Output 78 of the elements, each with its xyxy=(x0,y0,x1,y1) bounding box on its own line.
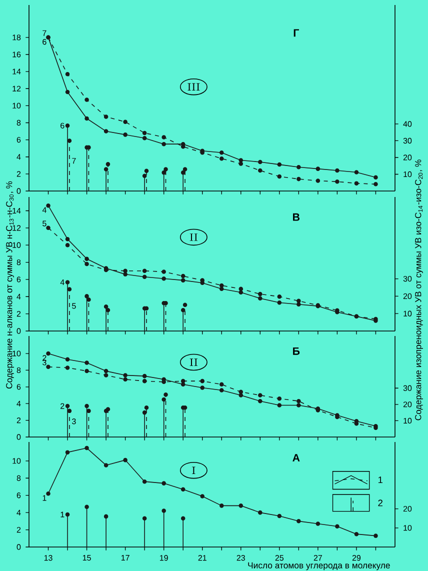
y2-tick-label: 30 xyxy=(403,276,412,282)
y-tick-label: 18 xyxy=(12,34,21,40)
y-tick-label: 2 xyxy=(16,526,21,533)
y-tick-label: 0 xyxy=(16,544,21,550)
y-tick-label: 6 xyxy=(16,136,21,143)
annotation: В xyxy=(293,213,300,221)
y2-tick-label: 20 xyxy=(403,293,412,300)
y-tick-label: 10 xyxy=(12,458,21,464)
y-tick-label: 8 xyxy=(16,120,21,126)
y-tick-label: 6 xyxy=(16,276,21,282)
y2-tick-label: 30 xyxy=(403,385,412,391)
y-tick-label: 6 xyxy=(16,384,21,390)
series-label: 5 xyxy=(72,303,76,309)
y2-tick-label: 10 xyxy=(404,418,412,424)
y-tick-label: 4 xyxy=(16,294,21,300)
y-tick-label: 8 xyxy=(16,367,21,374)
y-tick-label: 10 xyxy=(12,102,21,109)
annotation: Б xyxy=(293,347,300,355)
y-tick-label: 12 xyxy=(12,86,21,92)
y-tick-label: 4 xyxy=(16,510,21,516)
y-tick-label: 14 xyxy=(12,68,21,74)
annotation: II xyxy=(190,358,198,366)
y-tick-label: 12 xyxy=(12,225,21,231)
y2-tick-label: 20 xyxy=(403,402,412,408)
annotation: II xyxy=(190,234,198,241)
y-tick-label: 0 xyxy=(16,434,21,440)
series-label: 6 xyxy=(60,122,64,128)
series-label: 2 xyxy=(42,355,46,361)
y-tick-label: 2 xyxy=(16,418,21,424)
y-tick-label: 2 xyxy=(16,171,21,177)
x-tick-label: 29 xyxy=(352,555,361,561)
annotation: 1 xyxy=(378,476,382,484)
y-tick-label: 14 xyxy=(12,208,21,214)
y-tick-label: 10 xyxy=(12,242,21,248)
y2-tick-label: 10 xyxy=(404,171,412,178)
series-label: 3 xyxy=(42,360,46,366)
y2-tick-label: 30 xyxy=(403,138,412,144)
x-tick-label: 25 xyxy=(275,555,284,561)
series-label: 2 xyxy=(60,403,64,409)
y2-tick-label: 20 xyxy=(403,154,412,160)
series-label: 1 xyxy=(60,512,64,518)
series-label: 1 xyxy=(42,495,46,501)
series-label: 6 xyxy=(42,39,46,45)
y-tick-label: 0 xyxy=(16,188,21,194)
y-tick-label: 4 xyxy=(16,400,21,406)
x-tick-label: 21 xyxy=(198,555,206,561)
series-label: 5 xyxy=(42,220,46,226)
y2-tick-label: 20 xyxy=(403,506,412,512)
annotation: I xyxy=(192,466,196,474)
y-tick-label: 4 xyxy=(16,154,21,160)
series-label: 7 xyxy=(72,158,76,164)
y-axis-title: Содержание н-алканов от суммы УВ н-C$_{13}$-н-C$_{30}$, % xyxy=(6,181,14,389)
y-tick-label: 0 xyxy=(16,328,21,334)
x-tick-label: 17 xyxy=(121,555,130,561)
x-tick-label: 15 xyxy=(82,555,91,561)
y-tick-label: 6 xyxy=(16,492,21,498)
x-tick-label: 23 xyxy=(236,555,245,561)
series-label: 7 xyxy=(42,30,46,36)
y-tick-label: 8 xyxy=(16,259,21,266)
series-label: 3 xyxy=(72,418,76,424)
y-tick-label: 10 xyxy=(12,350,21,356)
annotation: III xyxy=(188,83,200,90)
y2-tick-label: 40 xyxy=(403,121,412,127)
y-tick-label: 16 xyxy=(12,52,21,58)
x-tick-label: 19 xyxy=(160,555,168,561)
x-tick-label: 27 xyxy=(314,555,322,561)
y2-tick-label: 10 xyxy=(404,310,412,316)
annotation: А xyxy=(292,454,300,462)
series-label: 4 xyxy=(42,207,46,213)
x-tick-label: 13 xyxy=(44,555,52,561)
y-tick-label: 2 xyxy=(16,311,21,317)
series-label: 4 xyxy=(60,280,64,286)
y2-axis-title: Содержание изопреноидных УВ от суммы УВ изо-C$_{14}$-изо-C$_{20}$, % xyxy=(415,160,423,420)
y2-tick-label: 10 xyxy=(404,525,412,531)
annotation: Г xyxy=(294,29,299,37)
annotation: 2 xyxy=(378,500,382,506)
x-axis-title: Число атомов углерода в молекуле xyxy=(248,562,390,570)
y-tick-label: 8 xyxy=(16,475,21,481)
